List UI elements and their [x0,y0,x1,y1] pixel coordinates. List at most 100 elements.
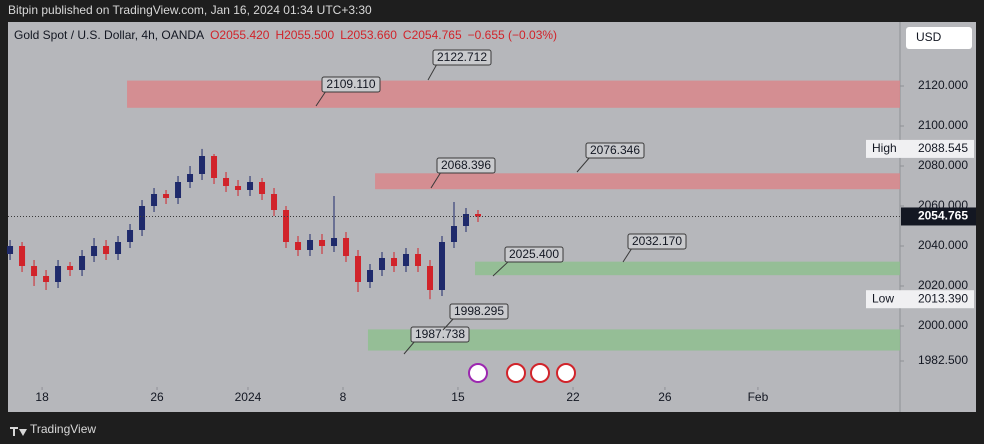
candle-body [355,256,362,282]
legend-ohlc: O2055.420 [210,28,270,42]
x-tick-label: 26 [658,390,672,404]
callout-label: 1998.295 [454,304,504,318]
zone [375,173,900,190]
candle-body [379,258,386,270]
header-title: Bitpin published on TradingView.com, Jan… [8,3,372,17]
callout-leader [492,260,510,277]
zone [367,329,900,351]
candle-body [187,174,194,182]
callout-label: 2025.400 [509,247,559,261]
candle-body [367,270,374,282]
callout-label: 2122.712 [437,50,487,64]
candle-body [175,182,182,198]
callout-leader [442,317,455,331]
logo [10,427,27,436]
candle-body [247,182,254,190]
candle-body [199,156,206,174]
candle-body [67,266,74,270]
callout-label: 2076.346 [590,143,640,157]
callout-leader [576,156,591,173]
y-tick-label: 2080.000 [918,158,968,172]
candle-body [451,226,457,242]
candle-body [343,238,350,256]
y-tick-label: 1982.500 [918,353,968,367]
callout-leader [403,340,416,355]
callout-box [410,326,470,343]
zone [127,80,901,108]
currency-box [906,27,972,49]
callout-box [436,157,496,174]
callout-label: 1987.738 [415,327,465,341]
candle-body [259,182,266,194]
callout-label: 2032.170 [632,234,682,248]
candle-body [319,240,326,246]
candle-body [415,254,422,266]
candle-body [43,276,50,282]
candle-body [31,266,38,276]
y-tick-label: 2000.000 [918,318,968,332]
candle-body [19,246,26,266]
candle-body [139,206,146,230]
legend-change: −0.655 (−0.03%) [468,28,557,42]
candle-body [163,194,170,198]
callout-label: 2109.110 [326,77,375,91]
y-tick-label: 2100.000 [918,118,968,132]
candle-body [307,240,314,250]
event-icon [506,363,526,383]
candle-body [391,258,398,266]
legend-ohlc: L2053.660 [340,28,397,42]
legend-ohlc: H2055.500 [275,28,334,42]
y-tick-label: 2040.000 [918,238,968,252]
callout-box [585,142,645,159]
callout-leader [315,90,327,107]
candle-body [462,214,469,226]
callout-leader [430,171,442,189]
candle-body [151,194,158,206]
legend-symbol: Gold Spot / U.S. Dollar, 4h, OANDA [14,28,204,42]
candle-body [474,214,481,217]
callout-box [432,49,492,66]
callout-leader [427,63,438,81]
candle-body [79,256,86,270]
callout-box [504,246,564,263]
candle-body [223,178,230,186]
callout-box [321,76,381,93]
high-marker-value: 2088.545 [918,141,968,155]
low-marker-box [866,290,974,309]
last-price-box [901,207,976,226]
events [468,363,576,383]
x-tick-label: Feb [748,390,769,404]
callout-box [627,233,687,250]
chart-background [8,22,976,412]
candle-body [439,242,446,290]
candle-body [271,194,278,210]
candle-body [427,266,434,290]
currency: USD [916,30,942,44]
candle-body [7,246,14,254]
x-tick-label: 26 [150,390,164,404]
candle-body [211,156,218,178]
candle-body [103,246,110,254]
candle-body [235,186,242,190]
candle-body [283,210,290,242]
callout-label: 2068.396 [441,158,491,172]
candle-body [403,254,410,266]
low-marker-value: 2013.390 [918,291,968,305]
last-price-label: 2054.765 [918,209,968,223]
x-tick-label: 22 [566,390,580,404]
y-tick-label: 2020.000 [918,278,968,292]
candle-body [295,242,302,250]
candle-body [127,230,134,242]
high-marker-label: High [872,141,897,155]
callout-leader [622,247,633,263]
footer-brand: TradingView [30,422,96,436]
x-tick-label: 18 [35,390,49,404]
x-tick-label: 15 [451,390,465,404]
candle-body [115,242,122,254]
event-icon [530,363,550,383]
y-tick-label: 2120.000 [918,78,968,92]
legend-ohlc: C2054.765 [403,28,462,42]
candle-body [331,238,338,246]
